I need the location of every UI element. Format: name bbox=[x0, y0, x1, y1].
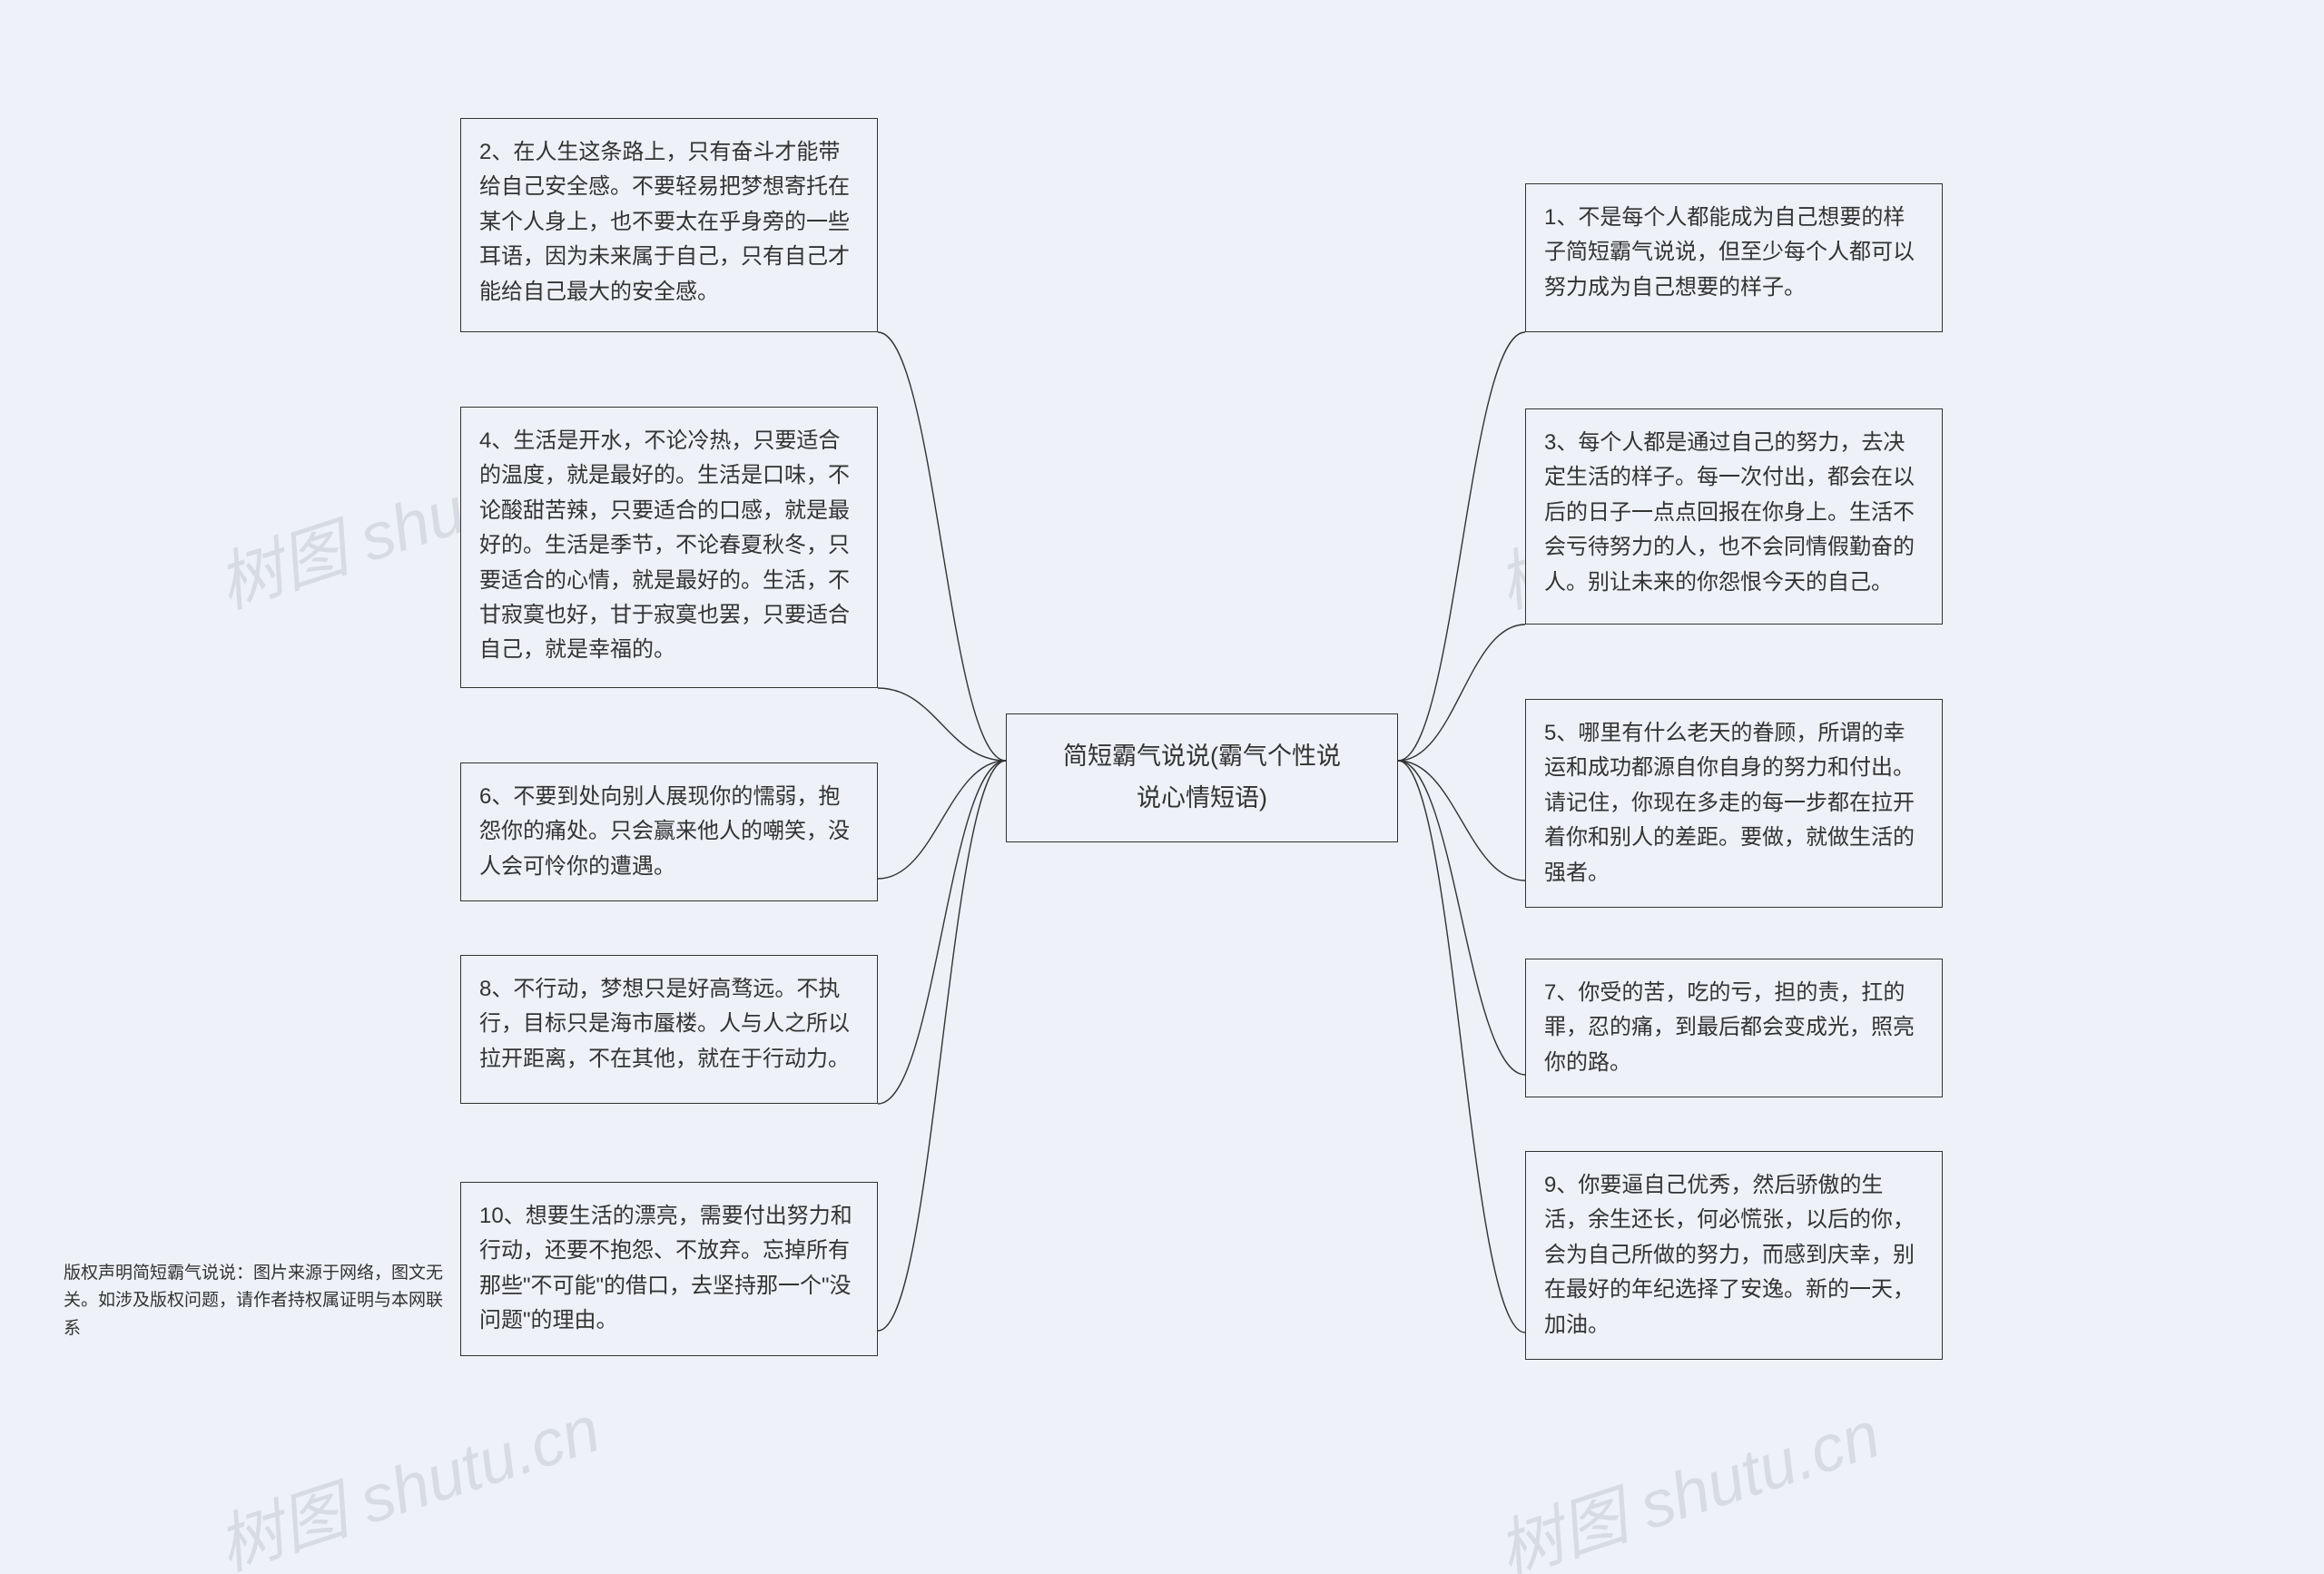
mindmap-node: 4、生活是开水，不论冷热，只要适合的温度，就是最好的。生活是口味，不论酸甜苦辣，… bbox=[460, 407, 878, 688]
mindmap-node: 5、哪里有什么老天的眷顾，所谓的幸运和成功都源自你自身的努力和付出。请记住，你现… bbox=[1525, 699, 1943, 908]
mindmap-node: 1、不是每个人都能成为自己想要的样子简短霸气说说，但至少每个人都可以努力成为自己… bbox=[1525, 183, 1943, 332]
mindmap-node-text: 5、哪里有什么老天的眷顾，所谓的幸运和成功都源自你自身的努力和付出。请记住，你现… bbox=[1544, 721, 1915, 885]
mindmap-node: 9、你要逼自己优秀，然后骄傲的生活，余生还长，何必慌张，以后的你，会为自己所做的… bbox=[1525, 1151, 1943, 1360]
connector-line bbox=[1398, 761, 1525, 1333]
mindmap-node-text: 10、想要生活的漂亮，需要付出努力和行动，还要不抱怨、不放弃。忘掉所有那些"不可… bbox=[479, 1204, 852, 1333]
mindmap-node-text: 3、每个人都是通过自己的努力，去决定生活的样子。每一次付出，都会在以后的日子一点… bbox=[1544, 430, 1915, 595]
center-node-label: 简短霸气说说(霸气个性说 说心情短语) bbox=[1063, 743, 1341, 812]
connector-line bbox=[1398, 761, 1525, 880]
mindmap-node-text: 7、你受的苦，吃的亏，担的责，扛的罪，忍的痛，到最后都会变成光，照亮你的路。 bbox=[1544, 980, 1915, 1075]
mindmap-node-text: 1、不是每个人都能成为自己想要的样子简短霸气说说，但至少每个人都可以努力成为自己… bbox=[1544, 205, 1915, 300]
mindmap-node: 8、不行动，梦想只是好高骛远。不执行，目标只是海市蜃楼。人与人之所以拉开距离，不… bbox=[460, 955, 878, 1104]
mindmap-node-text: 8、不行动，梦想只是好高骛远。不执行，目标只是海市蜃楼。人与人之所以拉开距离，不… bbox=[479, 977, 850, 1071]
connector-line bbox=[878, 761, 1006, 879]
connector-line bbox=[1398, 332, 1525, 761]
mindmap-node-text: 2、在人生这条路上，只有奋斗才能带给自己安全感。不要轻易把梦想寄托在某个人身上，… bbox=[479, 140, 850, 304]
connector-line bbox=[1398, 761, 1525, 1075]
mindmap-node: 2、在人生这条路上，只有奋斗才能带给自己安全感。不要轻易把梦想寄托在某个人身上，… bbox=[460, 118, 878, 332]
mindmap-node-text: 4、生活是开水，不论冷热，只要适合的温度，就是最好的。生活是口味，不论酸甜苦辣，… bbox=[479, 428, 850, 662]
connector-line bbox=[878, 761, 1006, 1331]
connector-line bbox=[878, 688, 1006, 761]
mindmap-node: 7、你受的苦，吃的亏，担的责，扛的罪，忍的痛，到最后都会变成光，照亮你的路。 bbox=[1525, 959, 1943, 1097]
copyright-text: 版权声明简短霸气说说：图片来源于网络，图文无关。如涉及版权问题，请作者持权属证明… bbox=[64, 1264, 443, 1338]
mindmap-node-text: 6、不要到处向别人展现你的懦弱，抱怨你的痛处。只会赢来他人的嘲笑，没人会可怜你的… bbox=[479, 784, 850, 879]
mindmap-canvas: 树图 shutu.cn树图 shutu.cn树图 shutu.cn树图 shut… bbox=[0, 0, 2324, 1574]
mindmap-node: 3、每个人都是通过自己的努力，去决定生活的样子。每一次付出，都会在以后的日子一点… bbox=[1525, 408, 1943, 625]
mindmap-node: 10、想要生活的漂亮，需要付出努力和行动，还要不抱怨、不放弃。忘掉所有那些"不可… bbox=[460, 1182, 878, 1356]
mindmap-node: 6、不要到处向别人展现你的懦弱，抱怨你的痛处。只会赢来他人的嘲笑，没人会可怜你的… bbox=[460, 762, 878, 901]
copyright-notice: 版权声明简短霸气说说：图片来源于网络，图文无关。如涉及版权问题，请作者持权属证明… bbox=[64, 1260, 443, 1343]
connector-line bbox=[1398, 625, 1525, 761]
connector-line bbox=[878, 761, 1006, 1104]
connector-line bbox=[878, 332, 1006, 761]
center-node: 简短霸气说说(霸气个性说 说心情短语) bbox=[1006, 713, 1398, 842]
mindmap-node-text: 9、你要逼自己优秀，然后骄傲的生活，余生还长，何必慌张，以后的你，会为自己所做的… bbox=[1544, 1173, 1915, 1337]
